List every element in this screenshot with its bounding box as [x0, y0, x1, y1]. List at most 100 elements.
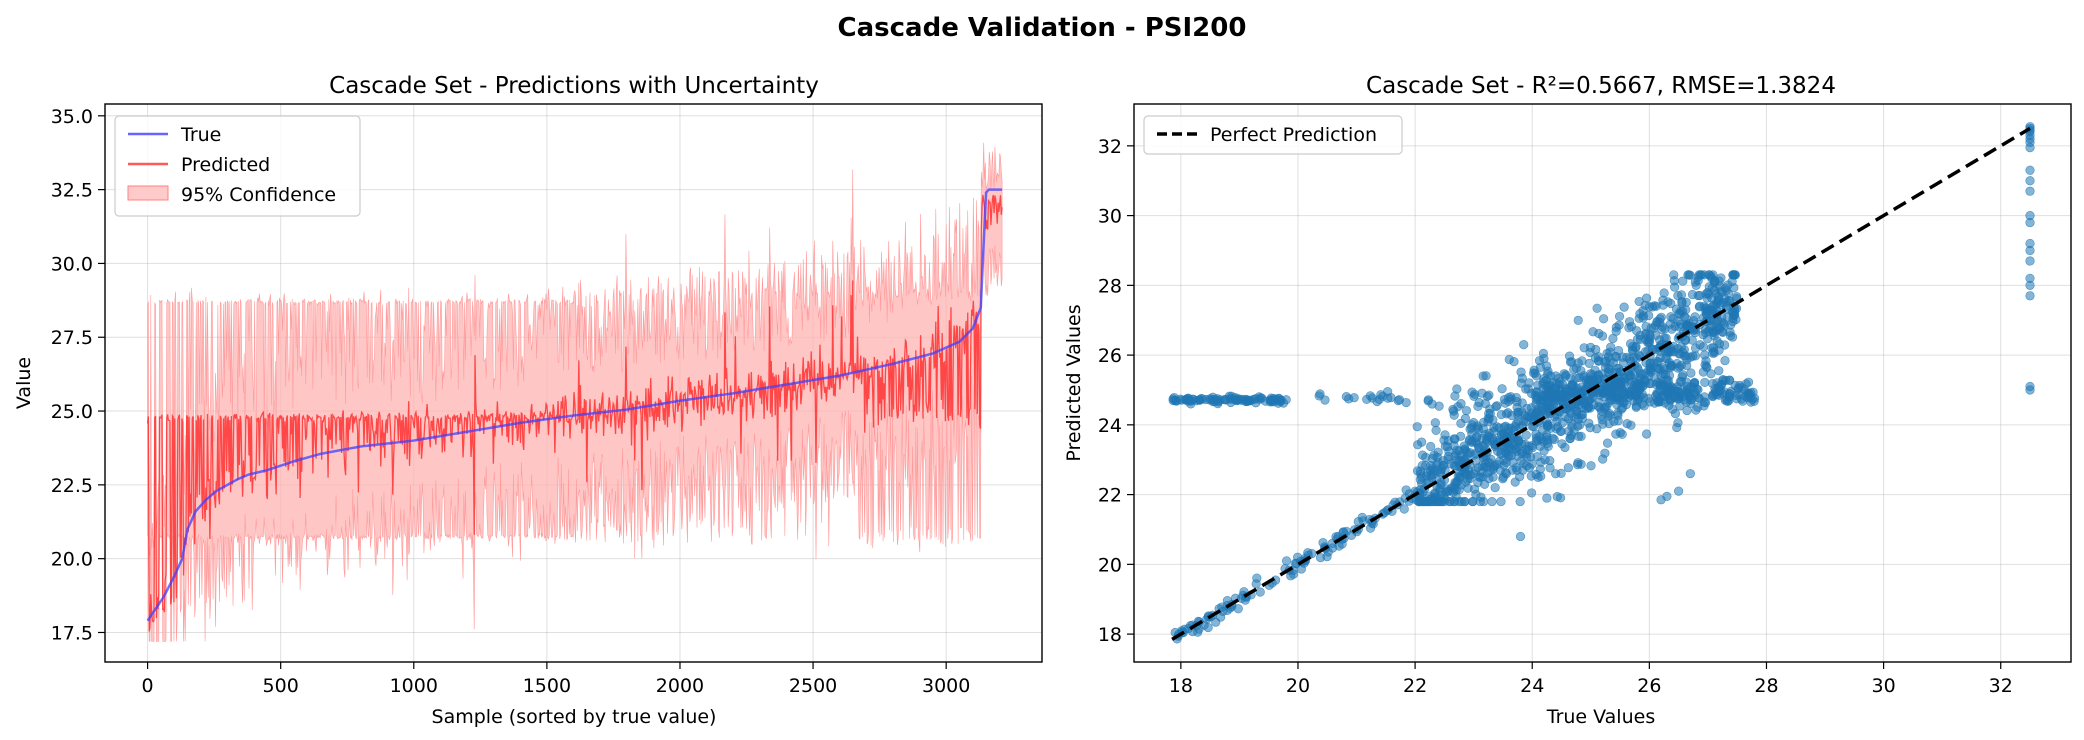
- scatter-point: [1427, 399, 1437, 409]
- scatter-point: [1426, 470, 1436, 480]
- scatter-point: [1533, 435, 1543, 445]
- scatter-point: [1417, 450, 1428, 460]
- scatter-point: [1635, 309, 1645, 319]
- scatter-point: [1524, 463, 1535, 473]
- scatter-point: [1633, 364, 1643, 375]
- scatter-point: [2025, 385, 2035, 395]
- scatter-point: [1666, 360, 1676, 370]
- scatter-point: [1577, 413, 1587, 424]
- scatter-point: [1675, 401, 1685, 411]
- scatter-point: [1473, 401, 1483, 411]
- scatter-point: [1701, 328, 1711, 338]
- scatter-point: [1507, 465, 1518, 475]
- scatter-point: [1724, 296, 1734, 306]
- right-chart: Cascade Set - R²=0.5667, RMSE=1.3824 18 2…: [1063, 73, 2072, 728]
- right-legend: Perfect Prediction: [1143, 115, 1403, 155]
- scatter-point: [1436, 467, 1446, 477]
- scatter-point: [1494, 456, 1505, 467]
- left-x-tick-label: 1000: [390, 675, 438, 697]
- right-y-tick-label: 20: [1098, 554, 1122, 576]
- scatter-point: [1460, 496, 1470, 507]
- scatter-point: [1427, 493, 1437, 504]
- scatter-point: [1669, 270, 1679, 280]
- right-y-tick-label: 32: [1098, 136, 1122, 158]
- scatter-point: [1539, 353, 1549, 364]
- scatter-point: [1533, 380, 1543, 390]
- scatter-point: [1538, 395, 1548, 405]
- scatter-point: [1631, 382, 1641, 392]
- scatter-point: [1452, 384, 1462, 394]
- scatter-point: [1473, 439, 1483, 450]
- scatter-point: [1436, 490, 1446, 501]
- right-y-tick-label: 18: [1098, 624, 1122, 646]
- scatter-point: [1631, 342, 1641, 352]
- scatter-point: [1670, 282, 1680, 292]
- right-y-tick-label: 30: [1098, 206, 1122, 228]
- scatter-point: [1456, 431, 1466, 441]
- scatter-point: [1484, 414, 1494, 424]
- predicted-line: [146, 194, 1003, 632]
- scatter-point: [1673, 316, 1683, 326]
- scatter-point: [1624, 353, 1635, 364]
- perfect-prediction-line: [1171, 126, 2031, 641]
- left-x-tick-label: 1500: [523, 675, 571, 697]
- scatter-point: [1704, 270, 1714, 280]
- scatter-point: [1657, 391, 1667, 401]
- scatter-point: [1490, 483, 1500, 493]
- scatter-point: [1652, 356, 1662, 366]
- scatter-point: [1611, 322, 1621, 332]
- scatter-point: [1506, 394, 1516, 404]
- left-x-tick-label: 2000: [656, 675, 704, 697]
- scatter-point: [1584, 393, 1594, 403]
- scatter-point: [1708, 301, 1719, 311]
- scatter-point: [1602, 438, 1613, 448]
- left-y-tick-label: 32.5: [51, 180, 93, 202]
- scatter-point: [1691, 280, 1701, 290]
- scatter-point: [1399, 504, 1409, 514]
- scatter-point: [1186, 396, 1196, 406]
- scatter-point: [1421, 460, 1431, 471]
- scatter-point: [1640, 378, 1650, 388]
- scatter-point: [1715, 281, 1725, 291]
- scatter-point: [1693, 385, 1703, 395]
- left-legend-box: [114, 115, 361, 217]
- scatter-point: [1693, 402, 1703, 412]
- legend-predicted-label: Predicted: [181, 154, 270, 176]
- scatter-point: [1255, 587, 1265, 597]
- scatter-point: [1695, 340, 1705, 350]
- scatter-point: [1501, 421, 1511, 431]
- right-x-tick-label: 20: [1286, 675, 1310, 697]
- scatter-point: [1658, 379, 1668, 390]
- scatter-point: [1576, 459, 1586, 469]
- scatter-point: [1566, 408, 1576, 418]
- scatter-point: [1412, 422, 1422, 432]
- left-chart: Cascade Set - Predictions with Uncertain…: [13, 73, 1043, 728]
- scatter-point: [1615, 393, 1625, 403]
- scatter-point: [1728, 307, 1738, 317]
- scatter-point: [1695, 270, 1706, 280]
- scatter-point: [2025, 280, 2035, 290]
- scatter-point: [1341, 391, 1351, 402]
- scatter-point: [1624, 317, 1635, 327]
- scatter-point: [1736, 382, 1746, 392]
- scatter-point: [2025, 245, 2035, 256]
- left-y-tick-label: 17.5: [51, 622, 93, 644]
- right-x-axis-label: True Values: [1546, 706, 1655, 728]
- legend-true-label: True: [180, 124, 221, 146]
- scatter-point: [1542, 435, 1552, 445]
- left-y-tick-label: 22.5: [51, 475, 93, 497]
- scatter-point: [1572, 383, 1582, 393]
- scatter-point: [1657, 324, 1667, 335]
- scatter-point: [1685, 270, 1695, 280]
- scatter-point: [1483, 457, 1493, 467]
- right-chart-ticks: 18 20 22 24 26 28 30 32 18 20 22 24 26 28 30 32: [1098, 136, 2013, 697]
- right-x-tick-label: 28: [1754, 675, 1778, 697]
- scatter-point: [1656, 312, 1666, 322]
- scatter-point: [1676, 290, 1687, 300]
- scatter-point: [1590, 353, 1601, 363]
- scatter-point: [1707, 293, 1717, 303]
- left-chart-frame: [104, 103, 1043, 663]
- true-series: [146, 188, 1003, 622]
- scatter-point: [1315, 389, 1325, 399]
- scatter-point: [1586, 461, 1596, 471]
